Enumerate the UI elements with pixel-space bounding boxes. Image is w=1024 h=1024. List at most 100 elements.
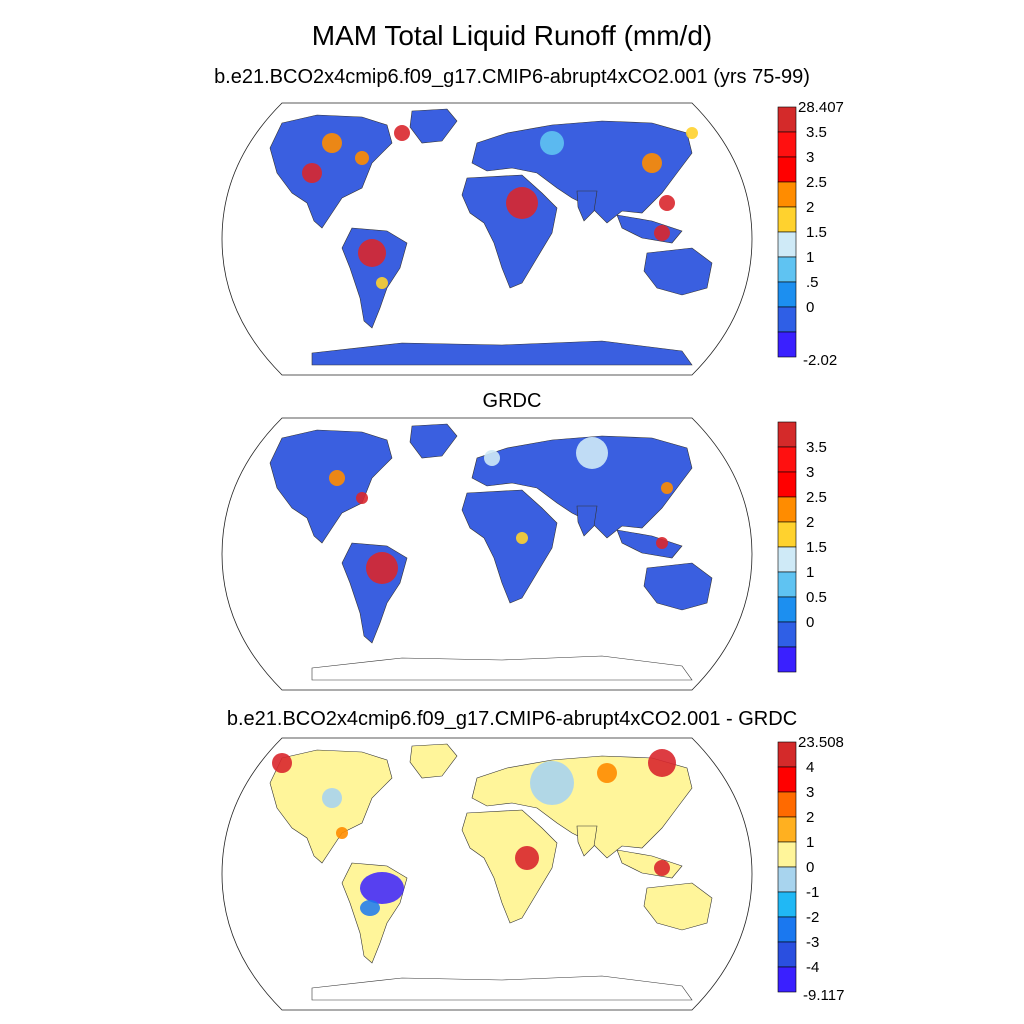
- colorbar-swatch-6: [777, 891, 797, 918]
- colorbar-label-3: 1: [806, 834, 814, 851]
- continent-india: [576, 825, 598, 857]
- colorbar-label-4: 1.5: [806, 224, 827, 241]
- continent-antarctica: [311, 655, 693, 681]
- colorbar-label-0: 3.5: [806, 439, 827, 456]
- colorbar-swatch-2: [777, 156, 797, 183]
- map-patch-1: [648, 749, 676, 777]
- map-patch-5: [642, 153, 662, 173]
- colorbar-swatch-1: [777, 131, 797, 158]
- map-patch-4: [659, 195, 675, 211]
- map-grdc-runoff: 3.5 3 2.5 2 1.5 1 0.5 0: [221, 417, 827, 691]
- map-patch-2: [597, 763, 617, 783]
- continent-antarctica: [311, 340, 693, 366]
- colorbar-bottom-label: -2.02: [803, 352, 837, 369]
- map-patch-6: [661, 482, 673, 494]
- colorbar-top-label: 28.407: [798, 99, 844, 116]
- colorbar-swatch-9: [777, 966, 797, 993]
- panel-2-subtitle: GRDC: [482, 390, 542, 412]
- continent-africa: [461, 489, 558, 604]
- colorbar-top-label: 23.508: [798, 734, 844, 751]
- colorbar-swatch-3: [777, 816, 797, 843]
- colorbar-swatch-5: [777, 546, 797, 573]
- map-patch-7: [484, 450, 500, 466]
- continent-africa: [461, 809, 558, 924]
- continent-seasia: [616, 849, 683, 879]
- colorbar-label-6: -2: [806, 909, 819, 926]
- map-patch-amazon: [360, 872, 404, 904]
- colorbar-label-0: 3.5: [806, 124, 827, 141]
- map-patch-0: [302, 163, 322, 183]
- colorbar-swatch-4: [777, 206, 797, 233]
- map-frame: [221, 737, 753, 1011]
- colorbar-swatch-3: [777, 181, 797, 208]
- colorbar-swatch-7: [777, 281, 797, 308]
- colorbar-swatch-1: [777, 766, 797, 793]
- colorbar-label-5: -1: [806, 884, 819, 901]
- continent-africa: [461, 174, 558, 289]
- map-difference: 23.508 4 3 2 1 0 -1 -2 -3 -4 -9.117: [221, 734, 844, 1011]
- colorbar-label-2: 2: [806, 809, 814, 826]
- colorbar-label-1: 3: [806, 784, 814, 801]
- colorbar-swatch-7: [777, 916, 797, 943]
- colorbar-label-3: 2: [806, 199, 814, 216]
- colorbar-bottom-label: -9.117: [803, 987, 844, 1004]
- map-patch-3: [515, 846, 539, 870]
- colorbar-label-2: 2.5: [806, 174, 827, 191]
- continent-eurasia: [471, 120, 693, 224]
- colorbar-swatch-8: [777, 306, 797, 333]
- colorbar-swatch-8: [777, 621, 797, 648]
- colorbar-swatch-6: [777, 571, 797, 598]
- map-patch-1: [358, 239, 386, 267]
- main-title: MAM Total Liquid Runoff (mm/d): [311, 20, 713, 51]
- colorbar-label-5: 1: [806, 564, 814, 581]
- colorbar-swatch-4: [777, 521, 797, 548]
- map-patch-4: [516, 532, 528, 544]
- colorbar-label-4: 0: [806, 859, 814, 876]
- continent-greenland: [409, 423, 458, 459]
- map-patch-9: [355, 151, 369, 165]
- colorbar-swatch-0: [777, 741, 797, 768]
- colorbar-label-1: 3: [806, 464, 814, 481]
- map-patch-3: [322, 133, 342, 153]
- colorbar-swatch-4: [777, 841, 797, 868]
- colorbar-label-7: -3: [806, 934, 819, 951]
- map-patch-2: [506, 187, 538, 219]
- map-patch-3: [576, 437, 608, 469]
- continent-india: [576, 190, 598, 222]
- colorbar-swatch-5: [777, 231, 797, 258]
- colorbar-swatch-8: [777, 941, 797, 968]
- panel-3-subtitle: b.e21.BCO2x4cmip6.f09_g17.CMIP6-abrupt4x…: [226, 708, 798, 730]
- map-group: [221, 417, 753, 691]
- continent-seasia: [616, 214, 683, 244]
- panel-difference: 23.508 4 3 2 1 0 -1 -2 -3 -4 -9.117: [0, 730, 1024, 1020]
- map-frame: [221, 417, 753, 691]
- map-patch-8: [540, 131, 564, 155]
- continent-australia: [643, 882, 713, 931]
- map-content: [269, 108, 713, 366]
- continent-eurasia: [471, 755, 693, 859]
- colorbar-label-3: 2: [806, 514, 814, 531]
- map-patch-4: [654, 860, 670, 876]
- map-patch-0: [272, 753, 292, 773]
- map-patch-11: [376, 277, 388, 289]
- colorbar-swatch-0: [777, 421, 797, 448]
- continent-australia: [643, 247, 713, 296]
- map-patch-1: [329, 470, 345, 486]
- continent-greenland: [409, 108, 458, 144]
- colorbar-swatch-9: [777, 646, 797, 673]
- colorbar-swatch-6: [777, 256, 797, 283]
- map-group: [221, 737, 753, 1011]
- map-frame: [221, 102, 753, 376]
- colorbar-label-7: 0: [806, 299, 814, 316]
- panel-grdc-runoff: 3.5 3 2.5 2 1.5 1 0.5 0: [0, 410, 1024, 700]
- colorbar-swatch-0: [777, 106, 797, 133]
- continent-eurasia: [471, 435, 693, 539]
- colorbar-swatch-2: [777, 471, 797, 498]
- colorbar-label-6: 0.5: [806, 589, 827, 606]
- map-patch-7: [394, 125, 410, 141]
- map-patch-5: [530, 761, 574, 805]
- continent-greenland: [409, 743, 458, 779]
- continent-australia: [643, 562, 713, 611]
- map-content: [269, 423, 713, 681]
- continent-india: [576, 505, 598, 537]
